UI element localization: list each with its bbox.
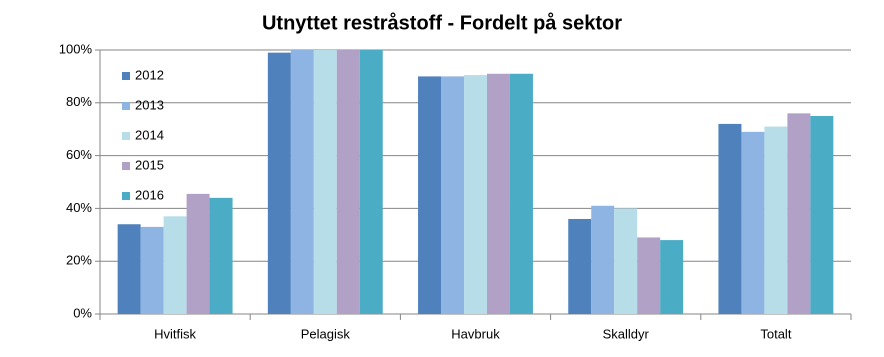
bar — [186, 193, 210, 314]
bar — [614, 208, 638, 314]
x-tick-label: Totalt — [760, 326, 791, 341]
y-tick-label: 0% — [73, 305, 92, 320]
legend-swatch — [122, 102, 130, 110]
legend-swatch — [122, 132, 130, 140]
bar — [441, 76, 465, 315]
y-tick-label: 40% — [66, 200, 92, 215]
y-tick-label: 60% — [66, 147, 92, 162]
bar — [163, 216, 187, 314]
bar — [290, 50, 314, 314]
y-tick-label: 80% — [66, 94, 92, 109]
bar — [464, 75, 487, 314]
bar — [117, 224, 141, 314]
bar — [418, 76, 442, 315]
bar — [764, 126, 788, 314]
x-tick-label: Pelagisk — [301, 326, 351, 341]
legend-label: 2012 — [135, 67, 164, 82]
bar — [509, 73, 533, 314]
bar — [486, 73, 510, 314]
bar — [267, 52, 291, 314]
bar — [313, 50, 337, 314]
bar — [568, 218, 592, 314]
bar — [810, 116, 834, 314]
legend-swatch — [122, 72, 130, 80]
x-tick-label: Hvitfisk — [154, 326, 196, 341]
bar — [787, 113, 811, 314]
legend-label: 2016 — [135, 187, 164, 202]
bar — [359, 50, 383, 314]
legend-swatch — [122, 192, 130, 200]
y-tick-label: 100% — [59, 41, 93, 56]
bar — [741, 131, 765, 314]
bar — [718, 123, 742, 314]
bar — [336, 50, 360, 314]
y-tick-label: 20% — [66, 253, 92, 268]
bar — [591, 205, 615, 314]
bar — [209, 197, 233, 314]
x-tick-label: Havbruk — [451, 326, 500, 341]
x-tick-label: Skalldyr — [603, 326, 650, 341]
legend-label: 2015 — [135, 157, 164, 172]
legend-swatch — [122, 162, 130, 170]
bar — [660, 240, 684, 314]
legend-label: 2013 — [135, 97, 164, 112]
chart-title: Utnyttet restråstoff - Fordelt på sektor — [262, 11, 622, 34]
legend-label: 2014 — [135, 127, 164, 142]
bar — [637, 237, 661, 314]
bar — [140, 226, 164, 314]
